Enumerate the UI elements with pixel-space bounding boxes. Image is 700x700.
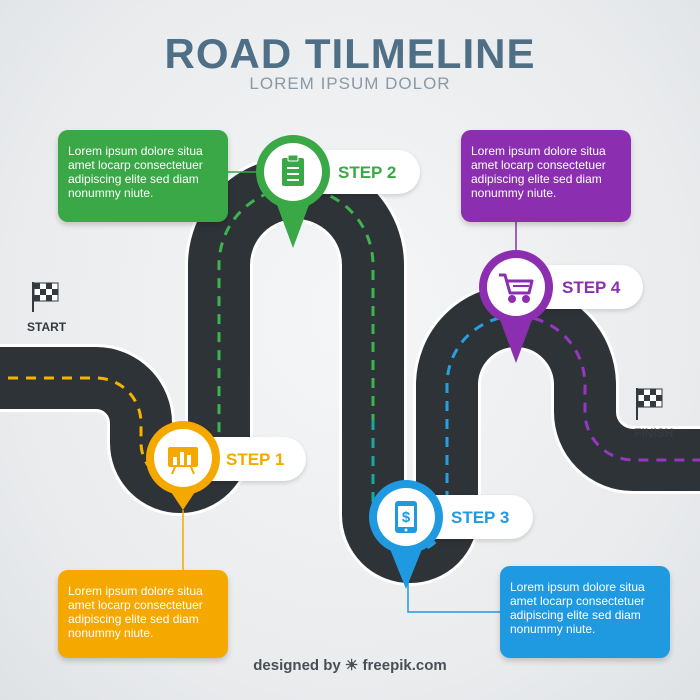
step-3-description: Lorem ipsum dolore situa amet locarp con… — [510, 580, 645, 636]
step-4-label: STEP 4 — [562, 278, 621, 297]
finish-label: FINISH — [634, 426, 674, 440]
center-line-blue — [409, 314, 517, 554]
svg-text:$: $ — [402, 509, 411, 526]
step-2-marker[interactable] — [256, 135, 330, 248]
step-4-marker[interactable] — [479, 250, 553, 363]
shopping-cart-icon — [499, 273, 534, 303]
step-1-description: Lorem ipsum dolore situa amet locarp con… — [68, 584, 203, 640]
step-3-marker[interactable]: $ — [369, 480, 443, 589]
clipboard-icon — [282, 154, 304, 186]
start-flag-icon — [32, 282, 59, 312]
step-1-marker[interactable] — [146, 421, 220, 510]
center-line-purple — [515, 314, 700, 462]
smartphone-dollar-icon: $ — [395, 501, 417, 533]
step-4-description-box: Lorem ipsum dolore situa amet locarp con… — [461, 130, 631, 222]
footer-credit[interactable]: designed by ☀ freepik.com — [253, 657, 447, 674]
step-1-label: STEP 1 — [226, 450, 285, 469]
step-2-label: STEP 2 — [338, 163, 397, 182]
start-label: START — [27, 320, 67, 334]
page-subtitle: LOREM IPSUM DOLOR — [249, 74, 451, 93]
finish-flag-icon — [636, 388, 663, 420]
step-3-description-box: Lorem ipsum dolore situa amet locarp con… — [500, 566, 670, 658]
chart-icon — [168, 447, 198, 475]
step-4-description: Lorem ipsum dolore situa amet locarp con… — [471, 144, 606, 200]
step-1-description-box: Lorem ipsum dolore situa amet locarp con… — [58, 570, 228, 658]
step-2-description: Lorem ipsum dolore situa amet locarp con… — [68, 144, 203, 200]
step-2-description-box: Lorem ipsum dolore situa amet locarp con… — [58, 130, 228, 222]
step-3-label: STEP 3 — [451, 508, 510, 527]
page-title: ROAD TILMELINE — [164, 30, 536, 77]
